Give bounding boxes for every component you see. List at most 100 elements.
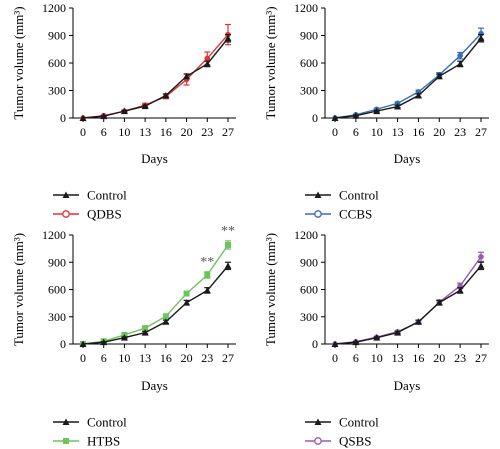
chart-panel-top-right: 0 300 600 900 1200 0 6 10 13 16 20 23 27 Days Tumor vo… [263, 1, 489, 222]
data-point [477, 34, 485, 42]
x-tick-label: 13 [392, 351, 404, 365]
y-tick-label: 0 [312, 337, 318, 351]
x-tick-label: 10 [118, 125, 130, 139]
series-line-control [82, 37, 229, 119]
x-axis-title: Days [394, 151, 421, 166]
data-point [120, 107, 128, 115]
series-qsbs [332, 251, 484, 347]
data-point [79, 114, 87, 121]
x-tick-label: 16 [412, 125, 424, 139]
significance-annotation: ** [221, 224, 235, 239]
y-tick-label: 600 [48, 56, 66, 70]
x-tick-label: 10 [371, 351, 383, 365]
y-tick-label: 1200 [42, 228, 66, 242]
data-point [141, 329, 149, 336]
data-point [203, 286, 211, 294]
series-line-qdbs [82, 34, 229, 119]
series-line-control [334, 265, 482, 345]
data-point [142, 325, 149, 332]
data-point [225, 241, 231, 248]
legend-item-control: Control [305, 415, 379, 430]
data-point [373, 334, 381, 341]
data-point [162, 92, 170, 99]
y-tick-label: 600 [300, 56, 318, 70]
x-tick-label: 20 [433, 351, 445, 365]
x-tick-label: 27 [475, 351, 487, 365]
legend-label: Control [339, 415, 379, 430]
x-tick-label: 6 [353, 351, 359, 365]
x-tick-label: 16 [160, 351, 172, 365]
data-point [100, 112, 108, 120]
x-tick-label: 13 [139, 125, 151, 139]
x-tick-label: 23 [454, 125, 466, 139]
y-tick-label: 300 [300, 84, 318, 98]
legend-item-htbs: HTBS [53, 434, 120, 449]
legend-marker [63, 438, 69, 444]
data-point [478, 253, 484, 260]
data-point [456, 60, 464, 67]
data-point [414, 318, 422, 325]
y-tick-label: 300 [300, 310, 318, 324]
legend-marker [62, 191, 70, 198]
legend-label: Control [339, 188, 379, 203]
x-tick-label: 16 [412, 351, 424, 365]
x-tick-label: 0 [80, 351, 86, 365]
x-axis-title: Days [141, 151, 168, 166]
data-point [435, 72, 443, 80]
series-control [331, 33, 485, 121]
x-tick-label: 20 [433, 125, 445, 139]
legend-label: CCBS [339, 207, 372, 222]
data-point [477, 262, 485, 269]
data-point [331, 340, 339, 347]
y-tick-label: 1200 [42, 1, 66, 15]
x-tick-label: 6 [353, 125, 359, 139]
data-point [456, 286, 464, 294]
data-point [414, 92, 422, 99]
x-tick-label: 27 [475, 125, 487, 139]
x-tick-label: 10 [118, 351, 130, 365]
x-tick-label: 13 [139, 351, 151, 365]
legend-marker [62, 418, 70, 425]
series-line-htbs [82, 244, 229, 345]
legend-marker [314, 418, 322, 425]
y-tick-label: 900 [48, 29, 66, 43]
y-axis-title: Tumor volume (mm³) [11, 233, 26, 346]
series-line-ccbs [334, 33, 482, 119]
legend-item-control: Control [53, 188, 127, 203]
chart-panel-top-left: 0 300 600 900 1200 0 6 10 13 16 20 23 27 Days Tumor vo… [11, 1, 236, 222]
chart-panel-bottom-right: 0 300 600 900 1200 0 6 10 13 16 20 23 27 Days Tumor vo… [263, 228, 489, 449]
y-tick-label: 300 [48, 310, 66, 324]
y-axis-title: Tumor volume (mm³) [11, 6, 26, 119]
x-tick-label: 0 [332, 125, 338, 139]
data-point [394, 329, 402, 336]
series-control [79, 261, 232, 347]
data-point [79, 340, 87, 347]
y-tick-label: 0 [60, 337, 66, 351]
data-point [162, 318, 170, 325]
series-control [79, 33, 232, 121]
y-tick-label: 900 [300, 255, 318, 269]
data-point [162, 313, 169, 320]
data-point [373, 107, 381, 115]
series-control [331, 261, 485, 347]
series-ccbs [332, 27, 484, 121]
data-point [183, 290, 190, 297]
x-axis-title: Days [394, 378, 421, 393]
data-point [183, 72, 191, 80]
x-tick-label: 6 [101, 125, 107, 139]
data-point [457, 52, 463, 59]
x-tick-label: 0 [332, 351, 338, 365]
y-tick-label: 0 [312, 111, 318, 125]
data-point [203, 60, 211, 67]
x-tick-label: 27 [222, 125, 234, 139]
significance-annotation: ** [200, 255, 214, 270]
data-point [224, 262, 232, 269]
series-line-control [334, 37, 482, 119]
data-point [394, 103, 402, 110]
data-point [141, 102, 149, 110]
legend-marker [314, 210, 322, 218]
data-point [204, 271, 211, 278]
y-tick-label: 900 [300, 29, 318, 43]
data-point [100, 338, 108, 346]
